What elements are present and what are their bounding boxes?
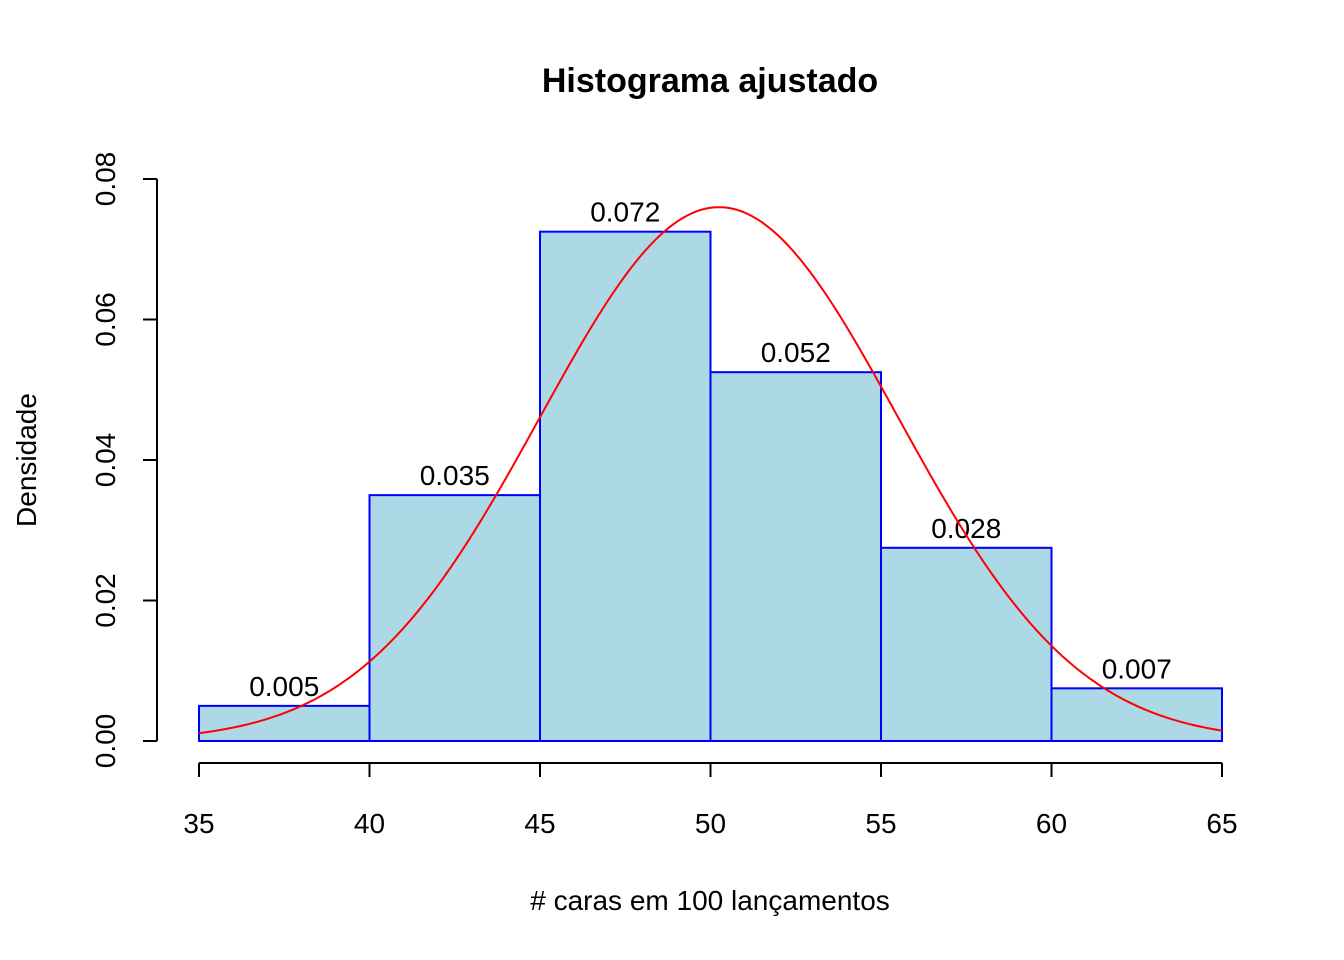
y-axis-label: Densidade bbox=[11, 393, 42, 527]
x-tick-label-6: 65 bbox=[1206, 808, 1237, 839]
x-axis: 35 40 45 50 55 60 65 bbox=[183, 762, 1238, 839]
x-axis-label: # caras em 100 lançamentos bbox=[530, 885, 890, 916]
bar-labels-group: 0.005 0.035 0.072 0.052 0.028 0.007 bbox=[249, 197, 1172, 702]
x-tick-label-3: 50 bbox=[695, 808, 726, 839]
histogram-bar-0 bbox=[198, 704, 371, 742]
histogram-bar-1 bbox=[368, 494, 541, 742]
histogram-bar-4 bbox=[880, 546, 1053, 742]
bar-value-label-0: 0.005 bbox=[249, 671, 319, 702]
density-curve bbox=[198, 206, 1223, 735]
bars-group bbox=[198, 230, 1223, 742]
x-tick-label-2: 45 bbox=[524, 808, 555, 839]
y-tick-label-1: 0.02 bbox=[90, 573, 121, 628]
y-tick-label-4: 0.08 bbox=[90, 152, 121, 207]
y-axis: 0.00 0.02 0.04 0.06 0.08 bbox=[90, 152, 158, 769]
x-tick-label-5: 60 bbox=[1036, 808, 1067, 839]
x-tick-label-1: 40 bbox=[354, 808, 385, 839]
bar-value-label-3: 0.052 bbox=[761, 337, 831, 368]
histogram-bar-5 bbox=[1050, 687, 1223, 742]
y-tick-label-2: 0.04 bbox=[90, 433, 121, 488]
chart-title: Histograma ajustado bbox=[542, 62, 878, 100]
histogram-bar-3 bbox=[709, 371, 882, 742]
bar-value-label-4: 0.028 bbox=[931, 513, 1001, 544]
y-tick-label-3: 0.06 bbox=[90, 292, 121, 347]
histogram-bar-2 bbox=[539, 230, 712, 742]
x-tick-label-0: 35 bbox=[183, 808, 214, 839]
bar-value-label-1: 0.035 bbox=[420, 460, 490, 491]
bar-value-label-5: 0.007 bbox=[1102, 653, 1172, 684]
bar-value-label-2: 0.072 bbox=[590, 197, 660, 228]
x-tick-label-4: 55 bbox=[865, 808, 896, 839]
y-tick-label-0: 0.00 bbox=[90, 714, 121, 769]
